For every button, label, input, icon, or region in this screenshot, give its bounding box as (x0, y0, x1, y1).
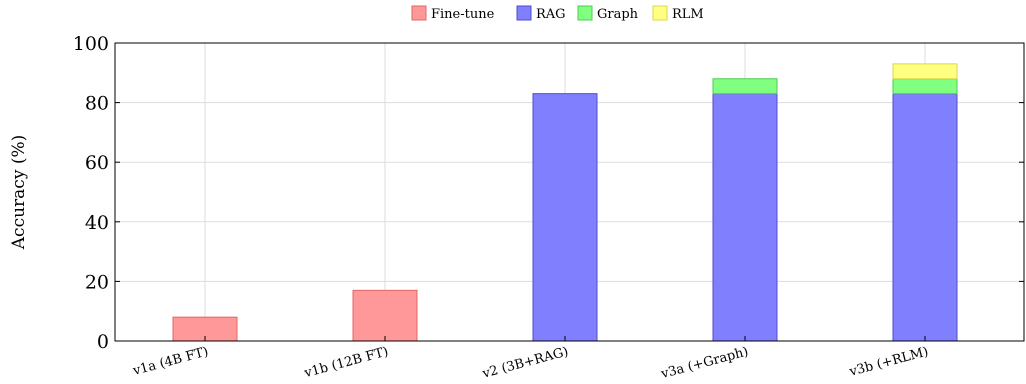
legend-label: RLM (672, 7, 704, 22)
legend-swatch (411, 5, 427, 21)
bar-graph-4 (892, 78, 958, 95)
legend: Fine-tune RAG Graph RLM (411, 5, 704, 22)
legend-swatch (577, 5, 593, 21)
y-tick-label: 20 (85, 271, 109, 293)
bar-fine-tune-1 (352, 289, 418, 342)
y-axis-ticks: 0 20 40 60 80 100 (73, 33, 1024, 353)
x-tick-label: v1b (12B FT) (302, 344, 390, 381)
y-tick-label: 80 (85, 93, 109, 115)
bar-rag-3 (712, 93, 778, 342)
legend-label: Graph (597, 7, 639, 22)
x-axis-ticks: v1a (4B FT) v1b (12B FT) v2 (3B+RAG) v3a (+… (131, 336, 930, 382)
plot-frame (114, 42, 1025, 342)
legend-label: RAG (536, 7, 566, 22)
x-tick-label: v3a (+Graph) (659, 344, 750, 382)
x-tick-label: v1a (4B FT) (131, 344, 211, 379)
bars (172, 63, 958, 342)
x-tick-label: v3b (+RLM) (847, 344, 930, 380)
bar-rag-2 (532, 93, 598, 342)
y-tick-label: 100 (73, 33, 109, 55)
x-tick-label: v2 (3B+RAG) (480, 344, 570, 382)
y-axis-label: Accuracy (%) (9, 135, 29, 250)
bar-rag-4 (892, 93, 958, 342)
y-tick-label: 40 (85, 212, 109, 234)
bar-rlm-4 (892, 63, 958, 80)
legend-swatch (516, 5, 532, 21)
y-tick-label: 0 (97, 331, 109, 353)
legend-swatch (652, 5, 668, 21)
legend-label: Fine-tune (431, 7, 495, 22)
bar-graph-3 (712, 78, 778, 95)
y-tick-label: 60 (85, 152, 109, 174)
